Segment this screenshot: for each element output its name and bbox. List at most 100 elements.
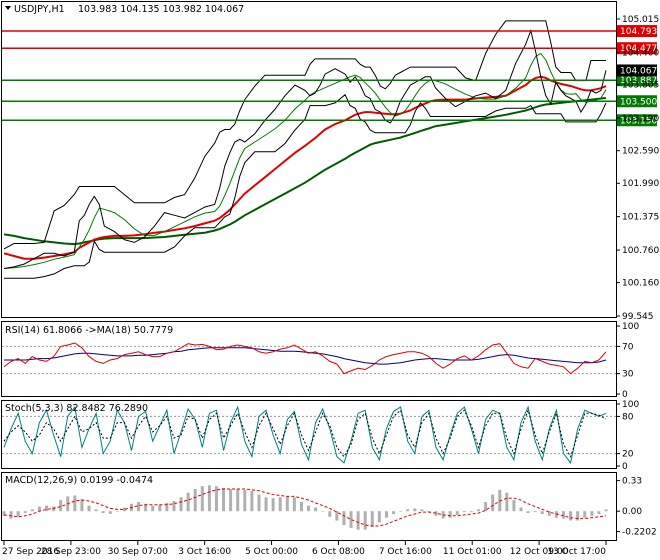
- macd-hist-bar: [44, 505, 48, 512]
- price-axis-label: 105.015: [622, 15, 659, 25]
- price-axis-label: 104.400: [622, 48, 659, 58]
- level-tag-label: 104.793: [620, 27, 657, 37]
- macd-hist-bar: [384, 511, 388, 518]
- macd-hist-bar: [363, 511, 367, 530]
- macd-hist-bar: [200, 486, 204, 512]
- time-axis-label: 28 Sep 23:00: [41, 547, 101, 557]
- macd-hist-bar: [477, 509, 481, 512]
- macd-label: MACD(12,26,9) 0.0199 -0.0474: [5, 475, 153, 486]
- macd-hist-bar: [314, 507, 318, 512]
- macd-hist-bar: [434, 511, 438, 516]
- macd-hist-bar: [604, 509, 608, 512]
- ohlc-values: 103.983 104.135 103.982 104.067: [78, 4, 244, 15]
- macd-hist-bar: [292, 497, 296, 512]
- time-axis-label: 6 Oct 08:00: [312, 547, 365, 557]
- rsi-axis-label: 30: [622, 370, 634, 380]
- macd-hist-bar: [399, 511, 403, 512]
- band-upper-line: [3, 20, 606, 250]
- macd-hist-bar: [455, 511, 459, 515]
- stoch-main-line: [3, 405, 607, 465]
- price-axis-label: 103.190: [622, 114, 659, 124]
- macd-hist-bar: [73, 495, 77, 512]
- time-axis-label: 27 Sep 2016: [2, 547, 59, 557]
- price-axis-label: 101.990: [622, 179, 659, 189]
- macd-hist-bar: [413, 508, 417, 512]
- current-price-tag: [617, 64, 657, 77]
- level-tag: [617, 114, 657, 127]
- macd-hist-bar: [144, 503, 148, 512]
- macd-hist-bar: [214, 486, 218, 512]
- time-axis-label: 3 Oct 16:00: [178, 547, 231, 557]
- price-axis-label: 100.160: [622, 279, 659, 289]
- macd-hist-bar: [462, 511, 466, 513]
- macd-signal-line: [3, 488, 607, 527]
- macd-hist-bar: [229, 488, 233, 512]
- macd-hist-bar: [576, 511, 580, 521]
- symbol-dropdown-icon[interactable]: [5, 6, 11, 10]
- macd-hist-bar: [137, 501, 141, 512]
- macd-hist-bar: [9, 511, 13, 519]
- macd-hist-bar: [179, 497, 183, 512]
- macd-hist-bar: [59, 500, 63, 512]
- time-axis-label: 5 Oct 00:00: [245, 547, 298, 557]
- ma-red-line: [3, 75, 607, 260]
- macd-hist-bar: [583, 511, 587, 518]
- macd-hist-bar: [2, 511, 6, 516]
- macd-hist-bar: [243, 489, 247, 512]
- macd-hist-bar: [505, 492, 509, 512]
- level-tag-label: 103.150: [620, 116, 657, 126]
- stoch-signal-line: [3, 408, 607, 458]
- macd-hist-bar: [257, 494, 261, 512]
- rsi-axis-label: 100: [622, 322, 639, 332]
- level-tag: [617, 42, 657, 55]
- time-axis-label: 7 Oct 16:00: [379, 547, 432, 557]
- macd-hist-bar: [328, 511, 332, 517]
- macd-hist-bar: [250, 490, 254, 512]
- rsi-axis-label: 0: [622, 390, 628, 400]
- macd-hist-bar: [307, 505, 311, 512]
- macd-hist-bar: [122, 507, 126, 512]
- macd-hist-bar: [278, 497, 282, 512]
- macd-axis-label: -0.2202: [622, 528, 657, 538]
- rsi-ma-line: [4, 347, 607, 365]
- macd-hist-bar: [526, 511, 530, 514]
- macd-hist-bar: [16, 511, 20, 517]
- level-tag: [617, 74, 657, 87]
- macd-hist-bar: [590, 511, 594, 516]
- macd-hist-bar: [285, 496, 289, 512]
- macd-hist-bar: [87, 505, 91, 512]
- macd-hist-bar: [299, 501, 303, 512]
- macd-hist-bar: [349, 511, 353, 528]
- price-axis-label: 99.545: [622, 312, 654, 322]
- macd-hist-bar: [597, 511, 601, 514]
- macd-hist-bar: [562, 511, 566, 519]
- macd-hist-bar: [101, 511, 105, 514]
- stoch-axis-label: 80: [622, 412, 634, 422]
- macd-hist-bar: [547, 511, 551, 516]
- level-tag-label: 104.477: [620, 44, 657, 54]
- macd-hist-bar: [448, 511, 452, 518]
- macd-hist-bar: [115, 511, 119, 512]
- band-lower-line: [4, 93, 607, 279]
- price-axis-label: 102.590: [622, 147, 659, 157]
- macd-hist-bar: [377, 511, 381, 523]
- macd-hist-bar: [186, 492, 190, 512]
- macd-hist-bar: [469, 511, 473, 513]
- macd-hist-bar: [484, 501, 488, 512]
- level-tag-label: 103.887: [620, 76, 657, 86]
- macd-hist-bar: [264, 497, 268, 512]
- price-axis-label: 101.375: [622, 213, 659, 223]
- macd-hist-bar: [30, 509, 34, 512]
- macd-hist-bar: [569, 511, 573, 521]
- macd-hist-bar: [335, 511, 339, 521]
- time-axis-label: 12 Oct 09:00: [510, 547, 569, 557]
- time-axis-label: 13 Oct 17:00: [547, 547, 606, 557]
- macd-hist-bar: [37, 506, 41, 512]
- macd-hist-bar: [519, 507, 523, 512]
- stoch-axis-label: 0: [622, 462, 628, 472]
- price-axis-label: 103.805: [622, 81, 659, 91]
- rsi-panel-frame: [1, 321, 617, 397]
- macd-hist-bar: [207, 485, 211, 512]
- symbol-label: USDJPY,H1: [14, 4, 65, 15]
